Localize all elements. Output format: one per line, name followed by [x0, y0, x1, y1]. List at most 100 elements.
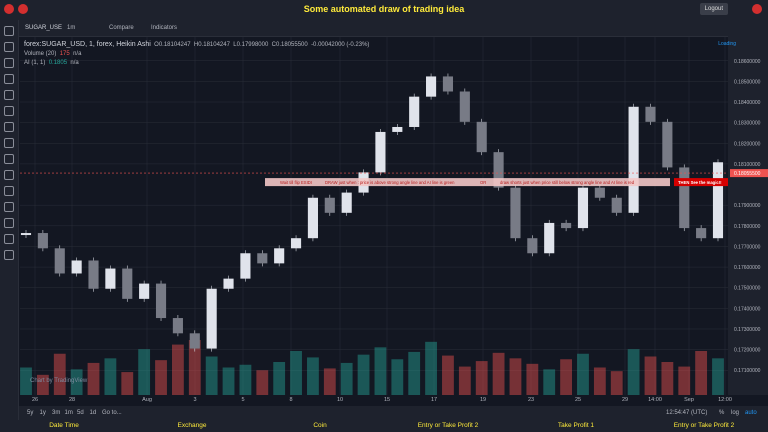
volume-bar: [121, 372, 134, 395]
icon[interactable]: [4, 4, 14, 14]
loading: Loading: [718, 41, 736, 47]
volume-bar: [610, 371, 623, 395]
volume-bar: [340, 362, 353, 395]
candle: [37, 233, 48, 249]
tool[interactable]: [4, 138, 14, 148]
candle: [594, 187, 605, 198]
tool[interactable]: [4, 26, 14, 36]
column-header[interactable]: Exchange: [177, 422, 207, 429]
range-button[interactable]: 5d: [77, 410, 84, 416]
x-tick-label: 28: [69, 397, 75, 403]
volume-bar: [222, 367, 235, 395]
y-tick-label: 0.17900000: [734, 203, 761, 209]
ai-label: AI (1, 1): [24, 60, 46, 66]
column-header[interactable]: Take Profit 1: [557, 422, 595, 429]
tool[interactable]: [4, 122, 14, 132]
candle: [527, 238, 538, 254]
range-button[interactable]: 1m: [64, 410, 73, 416]
column-header[interactable]: Entry or Take Profit 2: [673, 422, 735, 429]
tool[interactable]: [4, 250, 14, 260]
tool[interactable]: [4, 234, 14, 244]
volume-bar: [323, 368, 336, 395]
x-tick-label: 26: [32, 397, 38, 403]
icon[interactable]: [752, 4, 762, 14]
candle: [172, 318, 183, 334]
column-header[interactable]: Date Time: [49, 422, 79, 429]
tool[interactable]: [4, 58, 14, 68]
y-tick-label: 0.18100000: [734, 162, 761, 168]
candle: [139, 283, 150, 299]
price-tag-label: 0.18055500: [734, 171, 761, 177]
range-button[interactable]: 1d: [89, 410, 97, 416]
candle: [561, 222, 572, 229]
volume-bar: [171, 344, 184, 395]
range-button[interactable]: 3m: [52, 410, 61, 416]
volume-bar: [526, 363, 539, 395]
interval[interactable]: 1m: [67, 25, 76, 31]
ohlc: O0.18104247: [154, 42, 191, 48]
candle: [577, 187, 589, 229]
x-tick-label: 23: [528, 397, 534, 403]
tool[interactable]: [4, 74, 14, 84]
candle: [544, 222, 555, 254]
annotation: Wait till flip ESIDI: [280, 180, 312, 185]
tool[interactable]: [4, 218, 14, 228]
candle: [324, 197, 335, 213]
range-button[interactable]: 1y: [39, 410, 46, 416]
y-tick-label: 0.17300000: [734, 327, 761, 333]
candle: [679, 167, 690, 229]
volume-bar: [138, 349, 151, 395]
x-tick-label: 29: [622, 397, 628, 403]
symbol[interactable]: SUGAR_USE: [25, 25, 63, 31]
auto[interactable]: auto: [745, 410, 757, 416]
watermark[interactable]: Chart by TradingView: [30, 378, 88, 384]
annotation: draw shorts just when price still below …: [500, 180, 635, 185]
compare[interactable]: Compare: [109, 25, 134, 31]
callout-box: [674, 178, 728, 187]
log[interactable]: log: [731, 410, 740, 416]
y-tick-label: 0.18400000: [734, 100, 761, 106]
tool[interactable]: [4, 202, 14, 212]
column-header[interactable]: Coin: [313, 422, 327, 429]
x-tick-label: Sep: [684, 397, 694, 403]
tool[interactable]: [4, 90, 14, 100]
volume-bar: [188, 340, 201, 395]
percent[interactable]: %: [719, 410, 725, 416]
candle: [88, 260, 99, 289]
volume-bar: [391, 359, 404, 395]
volume-bar: [442, 355, 454, 395]
volume-bar: [205, 356, 218, 395]
range-button[interactable]: Go to...: [102, 410, 122, 416]
candle: [274, 248, 285, 264]
volume-value: 175: [59, 51, 70, 57]
annotation: OR: [480, 180, 486, 185]
indicators[interactable]: Indicators: [151, 25, 178, 31]
tool[interactable]: [4, 154, 14, 164]
top-bar: Some automated draw of trading idea Logo…: [0, 0, 768, 20]
column-header[interactable]: Entry or Take Profit 2: [417, 422, 479, 429]
range-button[interactable]: 5y: [27, 410, 34, 416]
volume-bar: [53, 353, 66, 395]
tool[interactable]: [4, 106, 14, 116]
ai-value: 0.1805: [48, 60, 68, 66]
y-tick-label: 0.18300000: [734, 121, 761, 127]
candle: [105, 268, 116, 289]
volume-bar: [712, 358, 724, 395]
icon[interactable]: [18, 4, 28, 14]
volume-bar: [593, 367, 606, 395]
x-tick-label: 10: [337, 397, 343, 403]
volume-bar: [70, 369, 83, 395]
bottom-toolbar: 12:54:47 (UTC) % log auto 5y 1y 3m 1m 5d 1d Go…: [19, 406, 768, 420]
callout: THEN See the magic!!: [678, 180, 722, 185]
y-tick-label: 0.17600000: [734, 265, 761, 271]
x-tick-label: 3: [193, 397, 196, 403]
logout-button[interactable]: Logout: [699, 3, 728, 15]
tool[interactable]: [4, 170, 14, 180]
x-tick-label: Aug: [142, 397, 152, 403]
volume-bar: [87, 362, 100, 395]
candle: [696, 228, 707, 239]
tool[interactable]: [4, 42, 14, 52]
tool[interactable]: [4, 186, 14, 196]
